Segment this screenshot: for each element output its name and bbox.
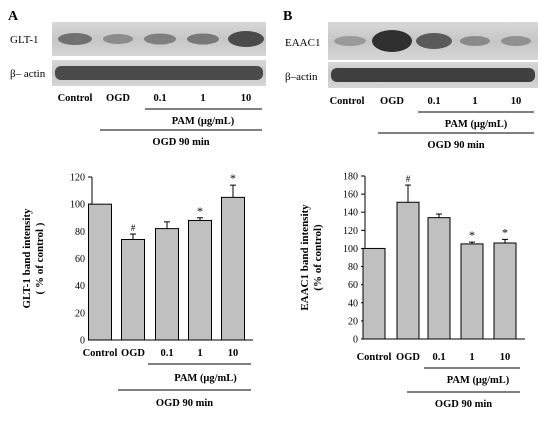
lane-label-ogd-b: OGD bbox=[380, 96, 404, 107]
lane-label-1-a: 1 bbox=[200, 93, 205, 104]
glt1-row-label: GLT-1 bbox=[10, 34, 39, 46]
eaac1-y-tick-label: 0 bbox=[353, 335, 358, 346]
panel-a-blot: A GLT-1 β– actin Control OGD 0.1 1 10 PA… bbox=[8, 9, 266, 148]
eaac1-y-axis-label-line: EAAC1 band intensity bbox=[299, 204, 311, 311]
eaac1-band-1 bbox=[460, 36, 490, 46]
glt1-band-10 bbox=[228, 31, 264, 47]
eaac1-category-label: 10 bbox=[500, 352, 511, 363]
glt1-significance-mark: * bbox=[197, 204, 203, 218]
ogd-label-b: OGD 90 min bbox=[427, 140, 484, 151]
eaac1-category-label: OGD bbox=[396, 352, 420, 363]
eaac1-band-ogd bbox=[372, 30, 412, 52]
glt1-y-axis-label-line: ( % of control ) bbox=[34, 222, 46, 294]
eaac1-bar bbox=[493, 242, 517, 340]
eaac1-y-tick-label: 20 bbox=[348, 316, 358, 327]
glt1-y-axis-label-line: GLT-1 band intensity bbox=[21, 208, 33, 309]
eaac1-bar-chart: 0 20 40 60 80 100 120 140 160 180 EAAC1 band inten… bbox=[299, 172, 525, 410]
glt1-band-1 bbox=[187, 33, 219, 45]
glt1-bar bbox=[155, 228, 179, 341]
eaac1-category-label: 1 bbox=[469, 352, 474, 363]
glt1-y-tick-label: 0 bbox=[80, 336, 85, 347]
glt1-bar-chart: 0 20 40 60 80 100 120 GLT-1 band intensity( % o… bbox=[21, 171, 253, 409]
eaac1-significance-mark: * bbox=[469, 228, 475, 242]
lane-label-ogd-a: OGD bbox=[106, 93, 130, 104]
glt1-significance-mark: # bbox=[131, 223, 136, 233]
eaac1-y-axis-label: EAAC1 band intensity(% of control) bbox=[299, 204, 324, 311]
glt1-y-tick-label: 100 bbox=[70, 200, 85, 211]
eaac1-bar bbox=[396, 201, 420, 340]
glt1-category-label: 0.1 bbox=[160, 348, 173, 359]
glt1-y-tick-label: 40 bbox=[75, 281, 85, 292]
glt1-band-control bbox=[58, 33, 92, 45]
panel-b-letter: B bbox=[283, 9, 292, 24]
eaac1-band-control bbox=[334, 36, 366, 46]
eaac1-band-10 bbox=[501, 36, 531, 46]
glt1-band-ogd bbox=[103, 34, 133, 44]
eaac1-significance-mark: # bbox=[406, 174, 411, 184]
glt1-category-label: Control bbox=[83, 348, 118, 359]
glt1-y-tick-label: 120 bbox=[70, 173, 85, 184]
actin-row-label-a: β– actin bbox=[10, 68, 46, 80]
lane-label-0-1-b: 0.1 bbox=[427, 96, 440, 107]
eaac1-y-tick-label: 80 bbox=[348, 262, 358, 273]
glt1-category-label: OGD bbox=[121, 348, 145, 359]
lane-label-10-b: 10 bbox=[511, 96, 522, 107]
pam-label-b: PAM (μg/mL) bbox=[445, 119, 508, 130]
eaac1-bar bbox=[427, 217, 451, 340]
lane-label-0-1-a: 0.1 bbox=[153, 93, 166, 104]
glt1-bar bbox=[221, 196, 245, 341]
eaac1-pam-label: PAM (μg/mL) bbox=[447, 375, 510, 386]
eaac1-y-tick-label: 40 bbox=[348, 298, 358, 309]
glt1-category-label: 10 bbox=[228, 348, 239, 359]
eaac1-band-0-1 bbox=[416, 33, 452, 49]
eaac1-row-label: EAAC1 bbox=[285, 37, 320, 49]
glt1-y-tick-label: 80 bbox=[75, 227, 85, 238]
glt1-bar bbox=[121, 238, 145, 341]
glt1-y-tick-label: 60 bbox=[75, 254, 85, 265]
pam-label-a: PAM (μg/mL) bbox=[172, 116, 235, 127]
glt1-y-tick-label: 20 bbox=[75, 308, 85, 319]
glt1-pam-label: PAM (μg/mL) bbox=[174, 373, 237, 384]
lane-label-control-b: Control bbox=[330, 96, 365, 107]
eaac1-y-tick-label: 160 bbox=[343, 190, 358, 201]
eaac1-y-tick-label: 140 bbox=[343, 208, 358, 219]
lane-label-10-a: 10 bbox=[241, 93, 252, 104]
ogd-label-a: OGD 90 min bbox=[152, 137, 209, 148]
eaac1-y-tick-label: 100 bbox=[343, 244, 358, 255]
glt1-y-axis-label: GLT-1 band intensity( % of control ) bbox=[21, 208, 46, 309]
glt1-band-0-1 bbox=[144, 33, 176, 45]
actin-bands-a bbox=[55, 66, 263, 80]
actin-bands-b bbox=[331, 68, 535, 82]
lane-label-1-b: 1 bbox=[472, 96, 477, 107]
eaac1-category-label: Control bbox=[357, 352, 392, 363]
panel-b-blot: B EAAC1 β–actin Control OGD 0.1 1 10 PAM… bbox=[283, 9, 538, 151]
glt1-bar bbox=[88, 203, 112, 341]
eaac1-bar bbox=[460, 243, 484, 340]
eaac1-significance-mark: * bbox=[502, 225, 508, 239]
eaac1-ogd-label: OGD 90 min bbox=[435, 399, 492, 410]
eaac1-y-tick-label: 120 bbox=[343, 226, 358, 237]
eaac1-y-tick-label: 60 bbox=[348, 280, 358, 291]
glt1-significance-mark: * bbox=[230, 171, 236, 185]
panel-a-letter: A bbox=[8, 9, 19, 24]
lane-label-control-a: Control bbox=[58, 93, 93, 104]
eaac1-bar bbox=[362, 247, 386, 340]
glt1-ogd-label: OGD 90 min bbox=[156, 398, 213, 409]
eaac1-y-tick-label: 180 bbox=[343, 172, 358, 183]
eaac1-y-axis-label-line: (% of control) bbox=[312, 224, 324, 291]
eaac1-category-label: 0.1 bbox=[432, 352, 445, 363]
glt1-bar bbox=[188, 219, 212, 341]
actin-row-label-b: β–actin bbox=[285, 71, 318, 83]
glt1-category-label: 1 bbox=[197, 348, 202, 359]
